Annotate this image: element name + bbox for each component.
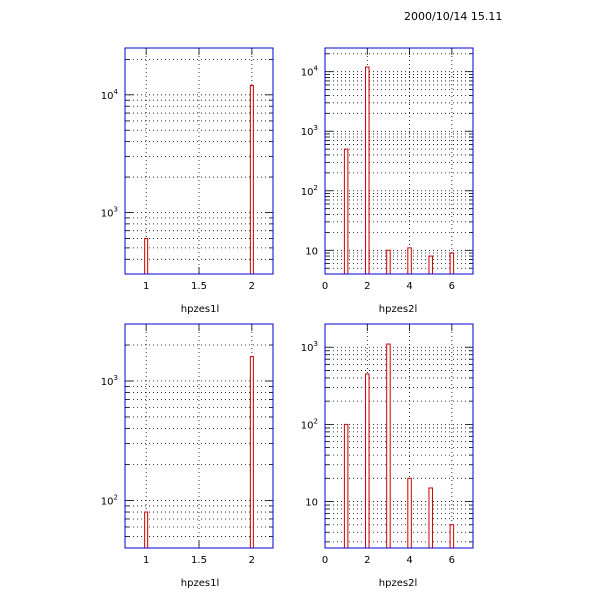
histogram-bar [249,356,254,549]
y-tick-label: 104 [101,88,119,102]
histogram-panel-1: 1 1.5 2 103 104 hpzes1l [101,47,274,315]
x-tick-label: 2 [364,281,370,292]
histogram-panel-3: 1 1.5 2 102 103 hpzes1l [101,323,274,589]
histogram-bar [386,343,391,549]
x-tick-label: 1 [143,281,149,292]
x-tick-label: 2 [249,555,255,566]
x-tick-label: 0 [322,555,328,566]
y-tick-label: 103 [301,124,318,138]
histogram-bar [144,511,149,549]
histogram-bar [407,477,412,549]
histogram-panel-2: 0 2 4 6 10 102 103 104 hpzes2l [301,47,474,315]
plot-frame [324,323,474,549]
y-tick-label: 102 [101,493,118,507]
x-tick-label: 4 [406,555,412,566]
histogram-bar [428,487,433,549]
y-tick-label: 10 [305,246,318,257]
plot-frame [324,47,474,275]
x-axis-title: hpzes1l [181,304,219,315]
plot-frame [124,47,274,275]
y-tick-label: 102 [301,417,318,431]
x-tick-label: 6 [449,555,455,566]
histogram-bar [428,255,433,275]
x-tick-label: 2 [364,555,370,566]
x-tick-label: 1.5 [191,555,207,566]
histogram-bar [249,85,254,275]
y-tick-label: 103 [101,374,118,388]
histogram-bar [365,373,370,549]
x-tick-label: 4 [406,281,412,292]
x-tick-label: 1 [143,555,149,566]
y-tick-label: 102 [301,184,318,198]
histogram-bar [343,423,349,549]
y-tick-label: 103 [301,340,318,354]
y-tick-label: 103 [101,205,118,219]
histogram-bar [365,66,370,275]
x-tick-label: 0 [322,281,328,292]
histogram-bar [343,148,349,275]
histogram-bar [449,252,455,275]
y-tick-label: 10 [305,498,318,509]
plot-frame [124,323,274,549]
histogram-bar [144,238,149,275]
x-tick-label: 6 [449,281,455,292]
x-tick-label: 2 [249,281,255,292]
x-axis-title: hpzes2l [379,578,417,589]
histogram-panel-4: 0 2 4 6 10 102 103 hpzes2l [301,323,474,589]
x-axis-title: hpzes1l [181,578,219,589]
x-tick-label: 1.5 [191,281,207,292]
timestamp: 2000/10/14 15.11 [404,10,503,23]
y-tick-label: 104 [301,65,319,79]
histogram-bar [449,524,455,549]
x-axis-title: hpzes2l [379,304,417,315]
histogram-bar [386,249,391,275]
histogram-bar [407,247,412,275]
